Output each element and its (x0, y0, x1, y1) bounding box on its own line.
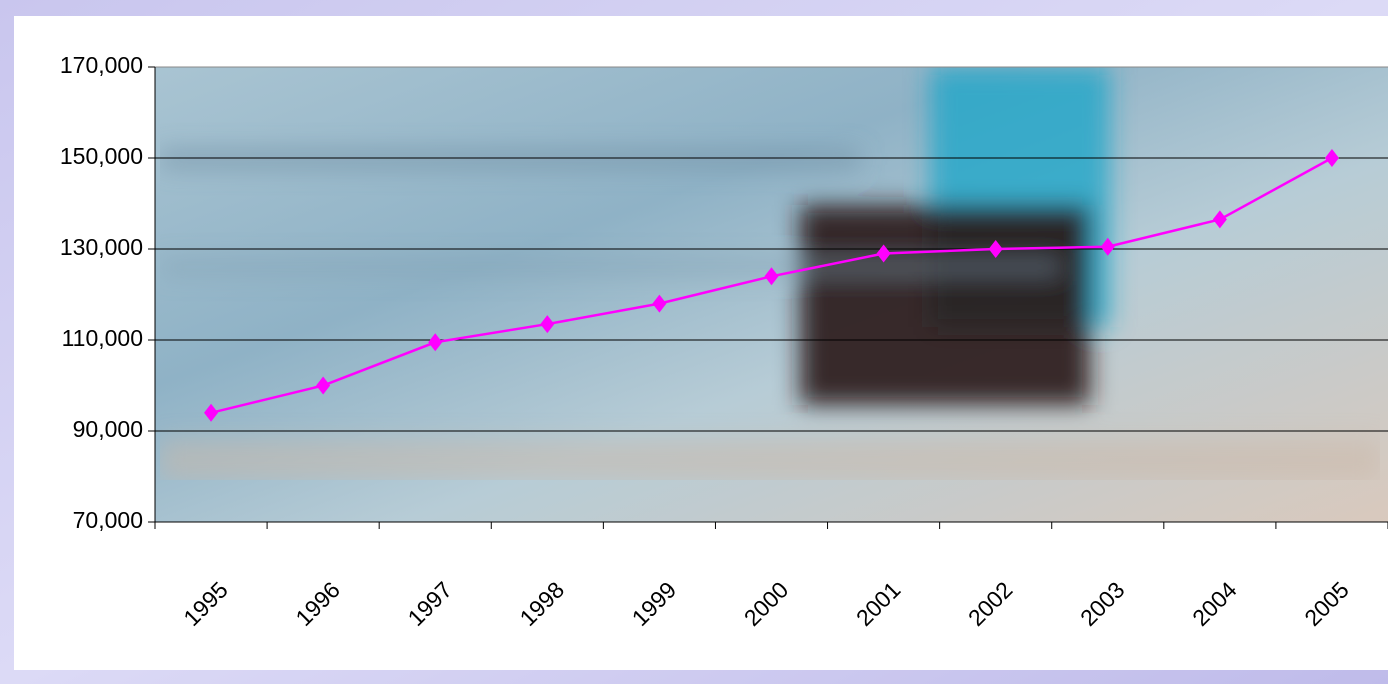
data-point (876, 244, 891, 263)
data-point (316, 376, 331, 395)
y-tick-label: 170,000 (60, 52, 143, 78)
y-tick-label: 110,000 (62, 325, 143, 351)
data-point (652, 294, 667, 313)
data-point (764, 267, 779, 286)
data-point (988, 240, 1003, 258)
y-tick-label: 70,000 (73, 507, 143, 533)
y-tick-label: 150,000 (60, 143, 143, 169)
data-point (1212, 210, 1227, 229)
data-point (1324, 149, 1339, 167)
plot-background (155, 67, 1388, 522)
y-tick-label: 90,000 (73, 416, 143, 442)
data-point (540, 315, 555, 334)
data-point (204, 403, 219, 422)
y-tick-label: 130,000 (60, 234, 143, 260)
data-point (428, 333, 443, 352)
data-point (1100, 237, 1115, 256)
